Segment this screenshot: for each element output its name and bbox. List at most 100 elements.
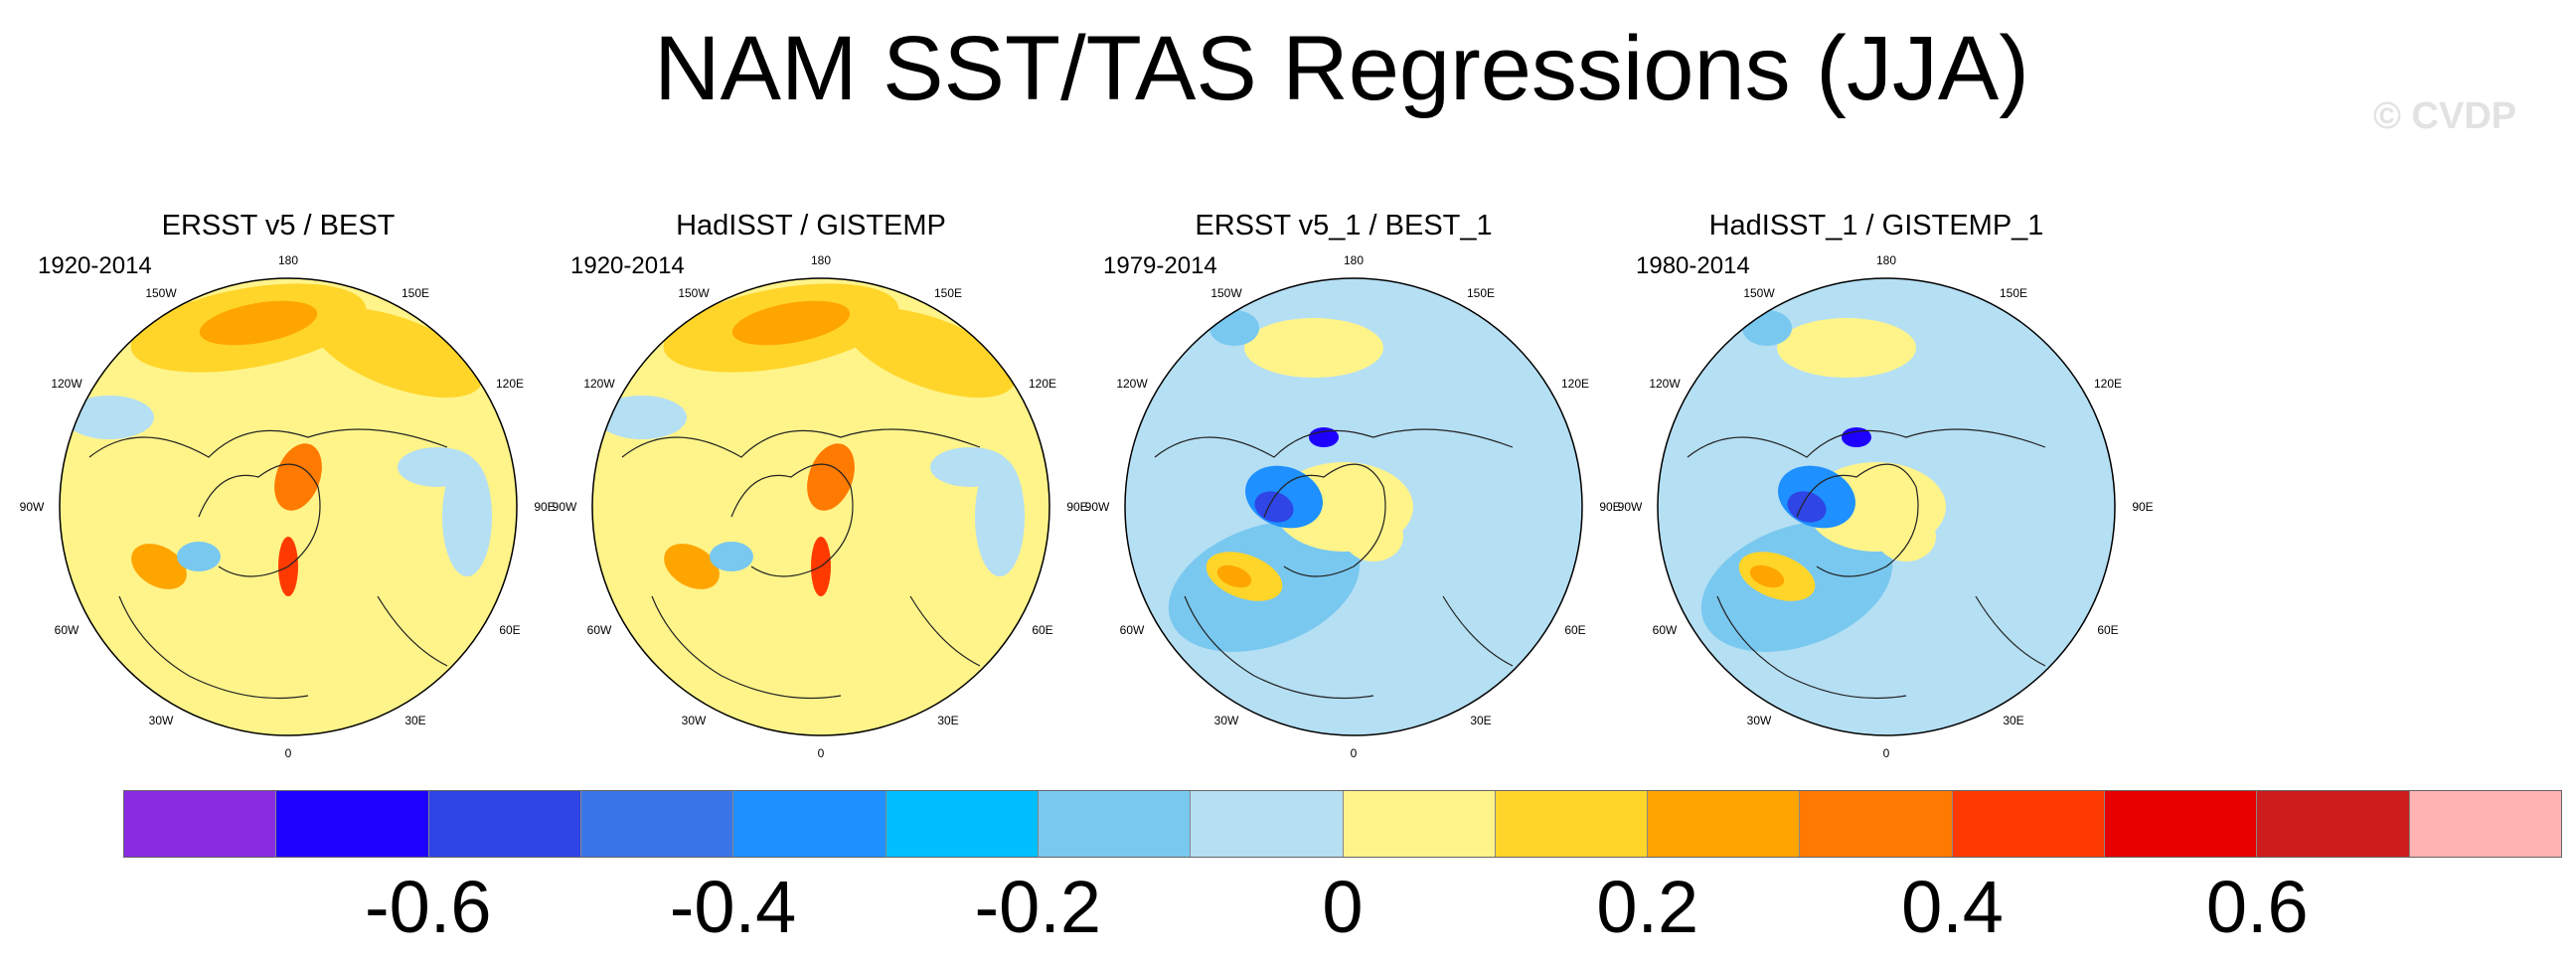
panel-period: 1980-2014	[1636, 252, 1750, 279]
longitude-label: 120W	[583, 377, 615, 391]
panel-title: HadISST_1 / GISTEMP_1	[1708, 210, 2044, 241]
longitude-label: 180	[277, 253, 299, 267]
polar-map	[591, 277, 1050, 736]
map-panel: HadISST_1 / GISTEMP_1 1980-2014 180 150E 1…	[1617, 199, 2154, 760]
panel-title: ERSST v5 / BEST	[161, 210, 396, 241]
longitude-label: 30E	[2003, 714, 2024, 727]
warm-anomaly	[1749, 564, 1785, 588]
longitude-label: 120E	[1560, 377, 1590, 391]
colorbar-swatch	[733, 791, 886, 857]
colorbar-tick-label: 0.6	[2205, 866, 2309, 948]
colorbar-swatch	[1495, 791, 1649, 857]
longitude-label: 150W	[1210, 286, 1242, 300]
map-border	[1124, 277, 1583, 736]
longitude-label: 60E	[499, 623, 521, 637]
longitude-label: 30E	[1470, 714, 1492, 727]
colorbar-swatch	[124, 791, 277, 857]
longitude-label: 90E	[2132, 500, 2154, 514]
warm-anomaly	[1876, 512, 1936, 562]
map-panel: ERSST v5 / BEST 1920-2014 180 150E 120E 90E…	[19, 199, 556, 760]
longitude-label: 30W	[681, 714, 707, 727]
cool-anomaly	[597, 396, 687, 439]
colorbar-swatch	[276, 791, 429, 857]
panel-period: 1979-2014	[1103, 252, 1217, 279]
colorbar-tick-label: -0.4	[669, 866, 797, 948]
cool-anomaly	[975, 457, 1025, 576]
warm-anomaly	[1344, 512, 1403, 562]
longitude-label: 60W	[54, 623, 80, 637]
longitude-label: 150E	[1999, 286, 2028, 300]
longitude-label: 90W	[1084, 500, 1110, 514]
colorbar-swatch	[1800, 791, 1953, 857]
cool-anomaly	[1986, 497, 2065, 636]
cool-anomaly	[1742, 310, 1792, 346]
longitude-label: 60W	[586, 623, 612, 637]
longitude-label: 0	[817, 746, 825, 760]
longitude-label: 180	[1343, 253, 1365, 267]
warm-anomaly	[131, 544, 187, 589]
colorbar-swatch	[1343, 791, 1496, 857]
warm-anomaly	[1777, 318, 1916, 378]
map-border	[591, 277, 1050, 736]
colorbar	[123, 790, 2562, 858]
longitude-label: 0	[1882, 746, 1890, 760]
warm-anomaly	[1244, 318, 1383, 378]
longitude-label: 90E	[1599, 500, 1621, 514]
colorbar-tick-label: 0.2	[1596, 866, 1699, 948]
figure-title: NAM SST/TAS Regressions (JJA)	[654, 18, 2029, 119]
polar-map	[1124, 277, 1583, 736]
colorbar-tick-label: -0.2	[974, 866, 1102, 948]
longitude-label: 0	[284, 746, 292, 760]
colorbar-swatch	[580, 791, 734, 857]
longitude-label: 150W	[1743, 286, 1775, 300]
longitude-label: 120W	[1649, 377, 1681, 391]
longitude-label: 180	[810, 253, 832, 267]
colorbar-tick-label: -0.6	[364, 866, 492, 948]
map-panel: HadISST / GISTEMP 1920-2014 180 150E 120E 9…	[552, 199, 1088, 760]
colorbar-tick-label: 0.4	[1901, 866, 2004, 948]
longitude-label: 60W	[1119, 623, 1145, 637]
cvdp-watermark: © CVDP	[2373, 95, 2517, 137]
longitude-label: 150W	[678, 286, 710, 300]
longitude-label: 150E	[1466, 286, 1496, 300]
longitude-label: 90W	[19, 500, 45, 514]
longitude-label: 30W	[1213, 714, 1239, 727]
warm-anomaly	[664, 544, 720, 589]
map-border	[1657, 277, 2116, 736]
cool-anomaly	[65, 396, 154, 439]
cool-anomaly	[710, 542, 753, 571]
map-border	[59, 277, 518, 736]
longitude-label: 150E	[933, 286, 963, 300]
longitude-label: 120E	[1028, 377, 1057, 391]
colorbar-swatch	[2409, 791, 2561, 857]
coastlines	[621, 428, 981, 700]
panel-title: ERSST v5_1 / BEST_1	[1195, 210, 1493, 241]
colorbar-swatch	[886, 791, 1039, 857]
longitude-label: 60E	[2097, 623, 2119, 637]
coastlines	[88, 428, 448, 700]
longitude-label: 120E	[495, 377, 525, 391]
longitude-label: 90W	[552, 500, 577, 514]
longitude-label: 120W	[51, 377, 82, 391]
cool-anomaly	[177, 542, 221, 571]
warm-anomaly	[1216, 564, 1252, 588]
coastlines	[1687, 428, 2046, 700]
longitude-label: 90E	[1066, 500, 1088, 514]
longitude-label: 120W	[1116, 377, 1148, 391]
longitude-label: 60E	[1032, 623, 1053, 637]
longitude-label: 30E	[404, 714, 426, 727]
panel-title: HadISST / GISTEMP	[676, 210, 946, 241]
warm-anomaly	[199, 300, 318, 346]
longitude-label: 30W	[1746, 714, 1772, 727]
longitude-label: 30E	[937, 714, 959, 727]
longitude-label: 60E	[1564, 623, 1586, 637]
colorbar-swatch	[428, 791, 581, 857]
longitude-label: 90W	[1617, 500, 1643, 514]
longitude-label: 150E	[401, 286, 430, 300]
longitude-label: 30W	[148, 714, 174, 727]
cool-anomaly	[1209, 310, 1259, 346]
polar-map	[59, 277, 518, 736]
colorbar-swatch	[2105, 791, 2258, 857]
colorbar-swatch	[2257, 791, 2410, 857]
longitude-label: 150W	[145, 286, 177, 300]
